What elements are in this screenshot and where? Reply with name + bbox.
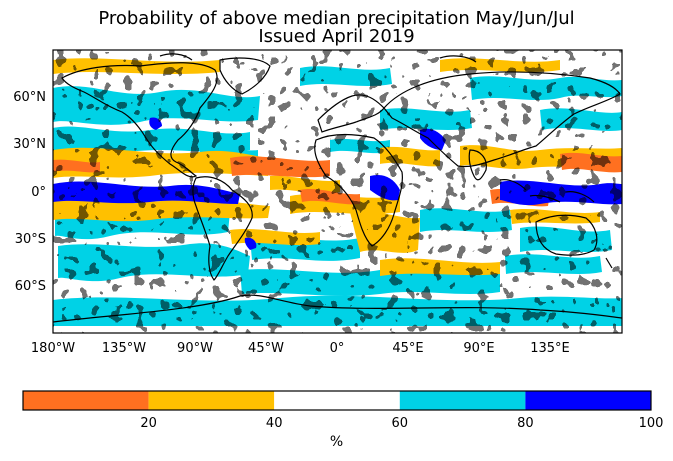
colorbar-unit-label: % — [329, 434, 344, 450]
colorbar-bin-20-40 — [148, 391, 275, 410]
colorbar-bin-60-80 — [399, 391, 526, 410]
lat-label-60n: 60°N — [13, 90, 46, 105]
map-plot-area — [52, 49, 623, 334]
colorbar-bin-40-60 — [274, 391, 400, 410]
noise-texture — [53, 50, 622, 333]
colorbar-tick-40: 40 — [266, 416, 283, 431]
lon-label-90e: 90°E — [463, 341, 494, 356]
colorbar-bin-0-20 — [23, 391, 149, 410]
colorbar-tick-100: 100 — [639, 416, 664, 431]
lat-label-60s: 60°S — [15, 279, 46, 294]
coastlines — [53, 53, 622, 323]
colorbar-tick-labels: 20 40 60 80 100 — [140, 416, 663, 431]
lat-label-30s: 30°S — [15, 232, 46, 247]
map-title: Probability of above median precipitatio… — [98, 8, 575, 29]
lat-label-30n: 30°N — [13, 137, 46, 152]
lon-label-45e: 45°E — [392, 341, 423, 356]
map-frame — [52, 49, 623, 334]
probability-field — [53, 50, 622, 333]
colorbar-tick-60: 60 — [392, 416, 409, 431]
map-subtitle: Issued April 2019 — [258, 26, 415, 47]
lon-label-90w: 90°W — [177, 341, 213, 356]
colorbar-tick-20: 20 — [140, 416, 157, 431]
lon-label-135e: 135°E — [530, 341, 570, 356]
longitude-labels: 180°W 135°W 90°W 45°W 0° 45°E 90°E 135°E — [31, 341, 570, 356]
colorbar-tick-80: 80 — [517, 416, 534, 431]
latitude-labels: 60°N 30°N 0° 30°S 60°S — [13, 90, 46, 294]
colorbar-bin-80-100 — [525, 391, 651, 410]
lon-label-135w: 135°W — [102, 341, 146, 356]
lat-label-equator: 0° — [31, 185, 46, 200]
lon-label-0: 0° — [330, 341, 345, 356]
lon-label-180w: 180°W — [31, 341, 75, 356]
colorbar — [22, 390, 652, 411]
colorbar-frame — [22, 390, 652, 411]
lon-label-45w: 45°W — [248, 341, 284, 356]
